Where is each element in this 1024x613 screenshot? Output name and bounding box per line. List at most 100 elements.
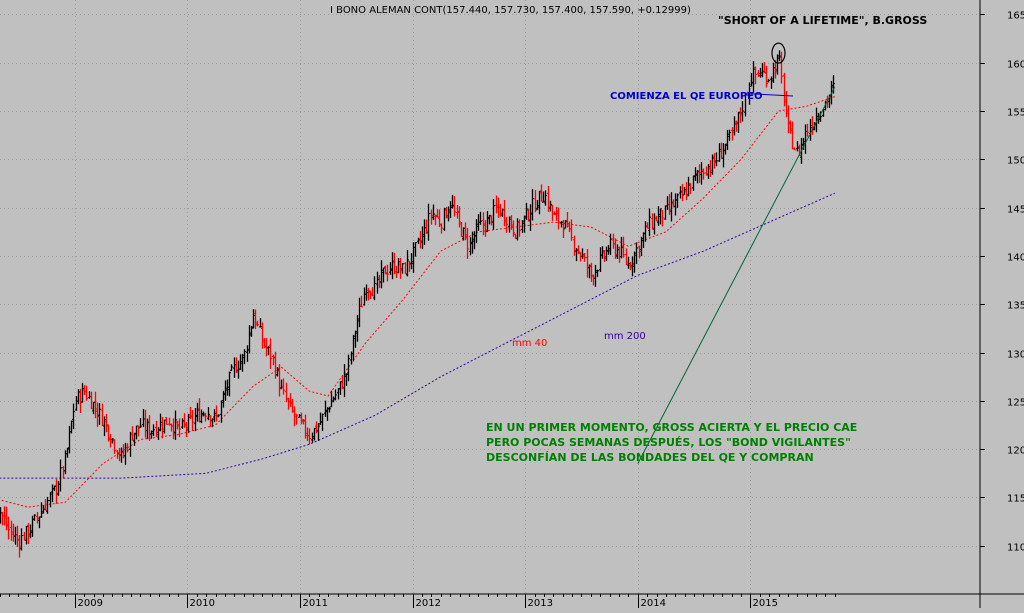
ohlc-bar: [676, 193, 679, 208]
ohlc-bar: [644, 221, 647, 242]
ohlc-bar: [570, 219, 573, 241]
ohlc-bar: [438, 209, 441, 228]
ohlc-bar: [423, 219, 426, 245]
ohlc-bar: [464, 222, 467, 241]
ohlc-bar: [692, 175, 695, 191]
ohlc-bar: [12, 523, 15, 542]
ohlc-bar: [155, 420, 158, 438]
ohlc-bar: [689, 183, 692, 195]
ohlc-bar: [523, 215, 526, 233]
ohlc-bar: [722, 143, 725, 168]
ohlc-bar: [131, 426, 134, 441]
ohlc-bar: [321, 413, 324, 431]
ohlc-bar: [668, 194, 671, 215]
y-tick-label: 150: [1007, 156, 1024, 167]
ohlc-bar: [462, 227, 465, 241]
ohlc-bar: [412, 242, 415, 274]
x-tick-label: 2010: [190, 598, 215, 608]
ohlc-bar: [531, 188, 534, 221]
ohlc-bar: [640, 236, 643, 257]
ohlc-bar: [352, 334, 355, 362]
ohlc-bar: [267, 346, 270, 356]
ohlc-bar: [495, 195, 498, 214]
annotation-short-of-a-lifetime: "SHORT OF A LIFETIME", B.GROSS: [718, 14, 927, 27]
annotation-green-line-3: DESCONFÍAN DE LAS BONDADES DEL QE Y COMP…: [486, 451, 814, 464]
ohlc-bar: [586, 249, 589, 278]
ohlc-bar: [759, 67, 762, 78]
ohlc-bar: [103, 416, 106, 437]
ma40-label: mm 40: [512, 338, 547, 349]
ohlc-bar: [85, 385, 88, 401]
ohlc-bar: [542, 191, 545, 203]
ohlc-bar: [534, 190, 537, 213]
ohlc-bar: [0, 507, 2, 524]
x-tick-label: 2015: [753, 598, 778, 608]
ohlc-bar: [40, 502, 43, 518]
ohlc-bar: [627, 256, 630, 269]
ohlc-bar: [33, 514, 36, 521]
ohlc-bar: [96, 402, 99, 427]
ohlc-bar: [832, 75, 835, 94]
ohlc-bar: [728, 129, 731, 142]
ohlc-bar: [505, 216, 508, 233]
ohlc-bar: [181, 418, 184, 429]
ohlc-bar: [228, 371, 231, 397]
ohlc-bar: [767, 78, 770, 83]
ohlc-bar: [391, 252, 394, 280]
ohlc-bar: [694, 167, 697, 181]
ohlc-bar: [360, 295, 363, 308]
ohlc-bar: [165, 417, 168, 425]
ohlc-bar: [430, 209, 433, 225]
ohlc-bar: [599, 247, 602, 272]
ohlc-bar: [525, 202, 528, 220]
y-tick-label: 145: [1007, 205, 1024, 216]
ohlc-bar: [527, 208, 530, 222]
ohlc-bar: [243, 349, 246, 365]
ohlc-bar: [113, 439, 116, 454]
ohlc-bar: [196, 402, 199, 422]
ohlc-bar: [29, 524, 32, 539]
ohlc-bar: [81, 382, 84, 403]
ohlc-bar: [308, 428, 311, 445]
ohlc-bar: [648, 208, 651, 237]
ohlc-bar: [776, 54, 779, 75]
ohlc-bars-layer: [0, 50, 835, 558]
ohlc-bar: [529, 204, 532, 231]
ohlc-bar: [583, 253, 586, 262]
ohlc-bar: [217, 414, 220, 418]
ohlc-bar: [447, 206, 450, 222]
ohlc-bar: [191, 410, 194, 431]
ohlc-bar: [343, 364, 346, 398]
ohlc-bar: [189, 406, 192, 420]
ohlc-bar: [49, 491, 52, 508]
ohlc-bar: [427, 203, 430, 241]
ohlc-bar: [170, 423, 173, 432]
ohlc-bar: [98, 403, 101, 425]
ohlc-bar: [194, 408, 197, 432]
ohlc-bar: [5, 506, 8, 531]
ohlc-bar: [163, 419, 166, 434]
ohlc-bar: [421, 226, 424, 250]
ohlc-bar: [484, 220, 487, 237]
ohlc-bar: [780, 51, 783, 84]
ohlc-bar: [10, 520, 13, 541]
ohlc-bar: [278, 364, 281, 397]
ohlc-bar: [763, 62, 766, 74]
ohlc-bar: [384, 265, 387, 275]
ohlc-bar: [739, 107, 742, 124]
ohlc-bar: [443, 207, 446, 231]
ohlc-bar: [241, 353, 244, 372]
ohlc-bar: [332, 396, 335, 403]
ohlc-bar: [605, 246, 608, 261]
ohlc-bar: [380, 260, 383, 289]
ohlc-bar: [27, 523, 30, 544]
ohlc-bar: [659, 208, 662, 225]
ohlc-bar: [566, 212, 569, 228]
ohlc-bar: [664, 205, 667, 220]
annotation-green-line-2: PERO POCAS SEMANAS DESPUÉS, LOS "BOND VI…: [486, 436, 851, 449]
ohlc-bar: [581, 248, 584, 259]
ohlc-bar: [737, 111, 740, 133]
ohlc-bar: [789, 120, 792, 134]
ohlc-bar: [172, 418, 175, 440]
ohlc-bar: [819, 111, 822, 122]
